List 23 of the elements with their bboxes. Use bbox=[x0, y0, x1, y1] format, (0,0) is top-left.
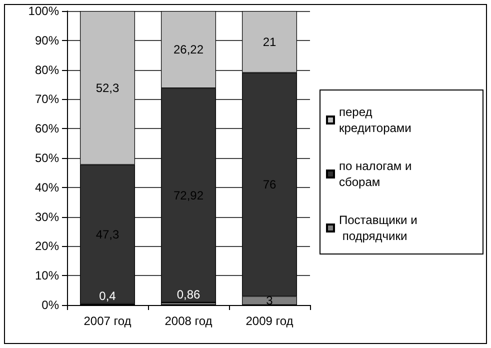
legend-label: по налогам и сборам bbox=[339, 159, 416, 189]
data-label: 0,4 bbox=[99, 288, 116, 303]
x-tick-label: 2009 год bbox=[246, 314, 294, 328]
x-tick-label: 2008 год bbox=[164, 314, 212, 328]
data-label: 0,86 bbox=[176, 287, 200, 302]
y-tick-label: 0% bbox=[42, 298, 60, 312]
y-tick-label: 30% bbox=[34, 210, 60, 224]
y-tick-label: 10% bbox=[34, 268, 60, 283]
data-label: 21 bbox=[262, 34, 276, 49]
legend-label: Поставщики и подрядчики bbox=[339, 213, 418, 243]
y-tick-label: 50% bbox=[34, 151, 60, 165]
y-tick-label: 80% bbox=[34, 62, 60, 77]
y-tick-label: 20% bbox=[34, 239, 60, 254]
y-tick-label: 70% bbox=[34, 92, 60, 106]
data-label: 3 bbox=[266, 294, 274, 308]
y-tick-label: 90% bbox=[34, 33, 60, 48]
data-label: 26,22 bbox=[173, 42, 204, 57]
x-tick-label: 2007 год bbox=[84, 314, 132, 328]
y-tick-label: 100% bbox=[28, 4, 60, 18]
data-label: 52,3 bbox=[96, 80, 120, 95]
legend-label: перед кредиторами bbox=[339, 105, 412, 135]
y-tick-label: 60% bbox=[34, 122, 60, 136]
y-tick-label: 40% bbox=[34, 180, 60, 194]
